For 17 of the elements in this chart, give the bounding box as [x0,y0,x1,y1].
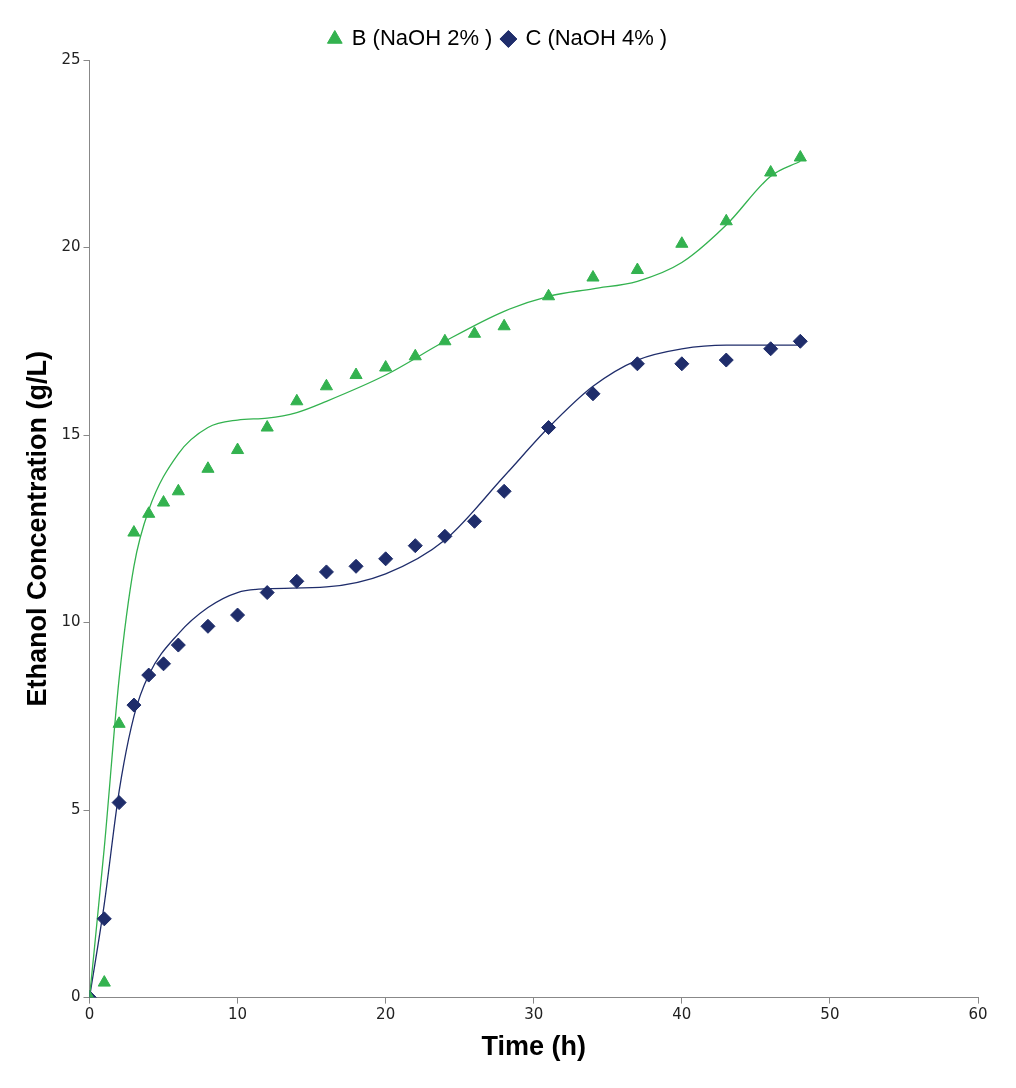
y-tick-label: 0 [70,987,81,1006]
x-tick-label: 50 [820,1005,840,1024]
legend-label: B (NaOH 2% ) [351,25,493,51]
legend-label: C (NaOH 4% ) [525,25,668,51]
y-tick-label: 25 [61,49,81,68]
x-tick-label: 10 [228,1005,248,1024]
x-tick-label: 30 [524,1005,544,1024]
y-axis-title: Ethanol Concentration (g/L) [21,351,52,707]
x-tick-label: 40 [672,1005,692,1024]
y-tick-label: 20 [61,237,81,256]
y-tick-label: 5 [70,799,81,818]
x-tick-label: 20 [376,1005,396,1024]
x-tick-label: 0 [84,1005,95,1024]
x-axis-title: Time (h) [481,1031,586,1062]
x-tick-label: 60 [968,1005,988,1024]
y-tick-label: 10 [61,612,81,631]
y-tick-label: 15 [61,424,81,443]
